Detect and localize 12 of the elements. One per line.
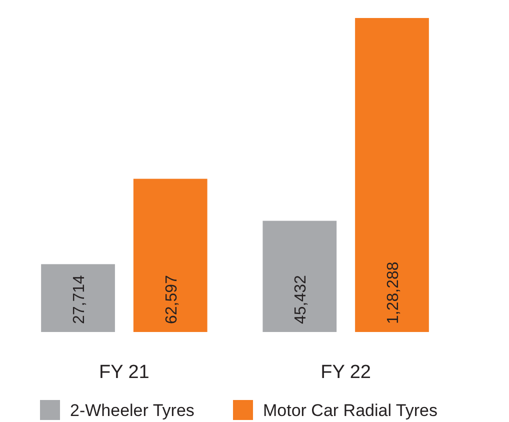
bar: [41, 264, 115, 332]
bar: [262, 220, 337, 332]
bar: [355, 18, 429, 332]
data-label: 27,714: [71, 274, 88, 324]
data-label: 62,597: [163, 274, 180, 324]
data-label: 1,28,288: [384, 262, 402, 324]
x-tick-label: FY 22: [320, 362, 371, 383]
x-tick-label: FY 21: [99, 362, 150, 383]
bar: [133, 178, 208, 332]
legend-label: 2-Wheeler Tyres: [70, 401, 194, 420]
data-label: 45,432: [292, 274, 310, 324]
legend-label: Motor Car Radial Tyres: [263, 401, 438, 420]
